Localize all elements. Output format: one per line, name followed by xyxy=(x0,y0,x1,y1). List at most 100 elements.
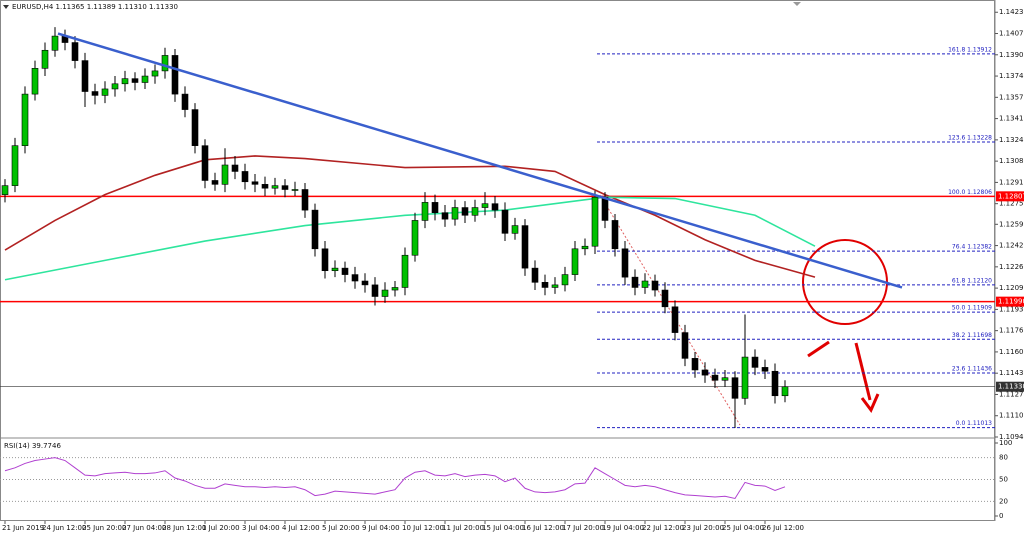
candle-body xyxy=(231,164,239,172)
rsi-title: RSI(14) 39.7746 xyxy=(4,442,61,450)
x-tick-label: 24 Jun 12:00 xyxy=(42,524,86,532)
x-tick-label: 25 Jul 04:00 xyxy=(722,524,764,532)
fib-label: 0.0 1.11013 xyxy=(956,420,992,427)
fib-label: 38.2 1.11698 xyxy=(952,332,992,339)
candle-body xyxy=(341,267,349,275)
candle-body xyxy=(711,374,719,381)
fib-label: 23.6 1.11436 xyxy=(952,366,992,373)
candle-body xyxy=(21,93,29,146)
x-tick-label: 22 Jul 12:00 xyxy=(642,524,684,532)
candle-body xyxy=(41,49,49,69)
x-tick-label: 17 Jul 20:00 xyxy=(562,524,604,532)
y-tick-label: 1.13410 xyxy=(999,115,1024,123)
y-tick-label: 1.12915 xyxy=(999,178,1024,186)
x-tick-label: 27 Jun 04:00 xyxy=(122,524,166,532)
x-tick-label: 16 Jul 12:00 xyxy=(522,524,564,532)
y-tick-label: 1.12590 xyxy=(999,220,1024,228)
rsi-tick-label: 0 xyxy=(999,512,1003,520)
fib-label: 100.0 1.12806 xyxy=(948,189,992,196)
x-tick-label: 10 Jul 12:00 xyxy=(402,524,444,532)
candle-body xyxy=(581,245,589,250)
candle-body xyxy=(451,207,459,220)
y-tick-label: 1.13575 xyxy=(999,93,1024,101)
candle-body xyxy=(51,35,59,51)
y-tick-label: 1.11765 xyxy=(999,327,1024,335)
y-tick-label: 1.14235 xyxy=(999,8,1024,16)
candle-body xyxy=(271,185,279,189)
candle-body xyxy=(551,284,559,288)
candle-body xyxy=(101,88,109,96)
candle-body xyxy=(91,91,99,96)
candle-body xyxy=(431,202,439,213)
y-tick-label: 1.13245 xyxy=(999,136,1024,144)
candle-body xyxy=(691,358,699,371)
candle-body xyxy=(201,145,209,181)
candle-body xyxy=(291,189,299,191)
candle-body xyxy=(531,267,539,283)
candle-body xyxy=(761,367,769,372)
candle-body xyxy=(211,180,219,185)
x-tick-label: 3 Jul 04:00 xyxy=(242,524,280,532)
candle-body xyxy=(171,55,179,95)
y-tick-label: 1.11930 xyxy=(999,305,1024,313)
candle-body xyxy=(181,93,189,110)
moving-average xyxy=(4,155,816,278)
y-tick-label: 1.11270 xyxy=(999,390,1024,398)
fib-label: 61.8 1.12120 xyxy=(952,277,992,284)
candle-body xyxy=(331,267,339,272)
candle-body xyxy=(721,377,729,381)
candle-body xyxy=(221,164,229,185)
x-tick-label: 15 Jul 04:00 xyxy=(482,524,524,532)
candle-body xyxy=(111,83,119,90)
candle-body xyxy=(391,287,399,291)
candle-body xyxy=(131,78,139,83)
candle-body xyxy=(281,185,289,190)
y-tick-label: 1.11600 xyxy=(999,348,1024,356)
candle-body xyxy=(121,78,129,85)
candle-body xyxy=(241,171,249,183)
candle-body xyxy=(741,356,749,399)
candle-body xyxy=(71,42,79,61)
shift-marker xyxy=(793,2,801,6)
candle-body xyxy=(621,248,629,278)
candle-body xyxy=(491,203,499,211)
candle-body xyxy=(771,370,779,397)
x-tick-label: 4 Jul 12:00 xyxy=(282,524,320,532)
fib-label: 50.0 1.11909 xyxy=(952,305,992,312)
candle-body xyxy=(251,181,259,185)
candle-body xyxy=(471,207,479,216)
candle-body xyxy=(671,306,679,333)
fib-label: 76.4 1.12382 xyxy=(952,244,992,251)
candle-body xyxy=(511,225,519,234)
rsi-line xyxy=(4,457,786,500)
level-tag xyxy=(996,296,1024,307)
candle-body xyxy=(421,202,429,221)
rsi-tick-label: 100 xyxy=(999,439,1012,447)
x-tick-label: 5 Jul 20:00 xyxy=(322,524,360,532)
candle-body xyxy=(81,60,89,92)
candle-body xyxy=(591,196,599,247)
candle-body xyxy=(541,282,549,288)
y-tick-label: 1.11435 xyxy=(999,369,1024,377)
x-tick-label: 28 Jun 12:00 xyxy=(162,524,206,532)
candle-body xyxy=(611,220,619,250)
candle-body xyxy=(191,109,199,146)
x-tick-label: 11 Jul 20:00 xyxy=(442,524,484,532)
candle-body xyxy=(401,254,409,288)
y-tick-label: 1.12095 xyxy=(999,284,1024,292)
candle-body xyxy=(661,289,669,308)
y-tick-label: 1.13080 xyxy=(999,157,1024,165)
frame xyxy=(0,0,995,521)
y-tick-label: 1.12425 xyxy=(999,242,1024,250)
candle-body xyxy=(371,284,379,297)
y-tick-label: 1.11105 xyxy=(999,412,1024,420)
candle-body xyxy=(631,276,639,288)
level-label: 1.11330 xyxy=(998,383,1024,391)
candle-body xyxy=(571,248,579,275)
rsi-tick-label: 80 xyxy=(999,454,1008,462)
candle-body xyxy=(561,274,569,286)
candle-body xyxy=(161,55,169,72)
y-tick-label: 1.12260 xyxy=(999,263,1024,271)
